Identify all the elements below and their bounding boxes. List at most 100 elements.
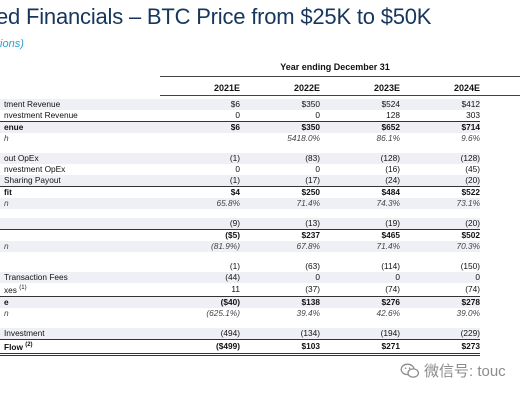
cell-2021e: ($499) (160, 338, 240, 356)
cell-2022e (240, 144, 320, 153)
footnote-marker: (2) (25, 341, 33, 348)
row-label-text: fit (4, 187, 12, 197)
cell-2024e: (74) (465, 283, 480, 294)
wechat-icon (400, 363, 420, 378)
cell-2022e: (83) (240, 153, 320, 164)
cell-2023e: 0 (320, 272, 400, 283)
cell-2024e: 9.6% (461, 133, 480, 143)
row-label: Flow (2) (0, 338, 160, 356)
row-label: nvestment OpEx (0, 164, 160, 175)
cell-2023e: 74.3% (320, 198, 400, 209)
row-label (0, 319, 160, 328)
table-row (0, 319, 480, 328)
row-label (0, 209, 160, 218)
cell-2023e: (128) (320, 153, 400, 164)
cell-2024e (400, 319, 480, 328)
cell-2023e (320, 319, 400, 328)
row-label-text: tment Revenue (4, 99, 61, 109)
cell-2024e: $412 (400, 99, 480, 110)
cell-2024e: $278 (400, 295, 480, 308)
table-row: n (625.1%) 39.4% 42.6% 39.0% (0, 308, 480, 319)
cell-2024e: 73.1% (400, 198, 480, 209)
row-label: Sharing Payout (0, 175, 160, 187)
cell-2022e: 0 (240, 272, 320, 283)
cell-2023e (320, 252, 400, 261)
cell-2022e: $250 (240, 186, 320, 198)
cell-2021e (160, 252, 240, 261)
row-label-text: nvestment Revenue (4, 110, 78, 120)
cell-2023e (320, 209, 400, 218)
cell-2021e (160, 133, 240, 144)
cell-2021e: (81.9%) (160, 241, 240, 252)
cell-2022e: (63) (305, 261, 320, 271)
row-label-text: xes (4, 284, 17, 295)
cell-2022e: $350 (240, 121, 320, 133)
cell-2021e: (44) (160, 272, 240, 283)
cell-2023e: 42.6% (376, 307, 400, 318)
cell-2024e: 303 (466, 110, 480, 120)
table-row: xes (1) 11 (37) (74) (74) (0, 283, 480, 296)
cell-2022e: (13) (240, 218, 320, 230)
cell-2022e: $350 (240, 99, 320, 110)
column-header-2022: 2022E (293, 83, 320, 93)
table-row (0, 252, 480, 261)
cell-2021e: $6 (160, 121, 240, 133)
financials-table: tment Revenue $6 $350 $524 $412 nvestment Rev… (0, 99, 480, 356)
cell-2021e: (1) (229, 261, 240, 271)
row-label: fit (0, 186, 160, 198)
cell-2021e: 0 (235, 110, 240, 120)
cell-2022e: $237 (240, 229, 320, 241)
row-label-text: n (4, 307, 9, 318)
cell-2022e (240, 252, 320, 261)
row-label: n (0, 241, 160, 252)
cell-2024e: 70.3% (400, 241, 480, 252)
table-row: Sharing Payout (1) (17) (24) (20) (0, 175, 480, 187)
cell-2021e: ($40) (160, 295, 240, 308)
cell-2022e: 0 (315, 164, 320, 174)
cell-2024e (400, 252, 480, 261)
row-label-text: Transaction Fees (4, 272, 68, 282)
row-label-text: Investment (4, 327, 45, 338)
row-label (0, 218, 160, 230)
cell-2024e: (150) (460, 261, 480, 271)
row-label (0, 261, 160, 272)
cell-2021e: (494) (160, 327, 240, 340)
cell-2024e: (229) (400, 327, 480, 340)
table-row: tment Revenue $6 $350 $524 $412 (0, 99, 480, 110)
cell-2021e: $4 (160, 186, 240, 198)
row-label (0, 252, 160, 261)
table-row: enue $6 $350 $652 $714 (0, 121, 480, 133)
row-label: e (0, 295, 160, 308)
cell-2024e: (20) (400, 175, 480, 187)
cell-2023e: (114) (381, 261, 400, 271)
cell-2023e: 86.1% (376, 133, 400, 143)
cell-2021e (160, 319, 240, 328)
table-row: out OpEx (1) (83) (128) (128) (0, 153, 480, 164)
period-divider (160, 76, 520, 77)
cell-2023e: (74) (385, 283, 400, 294)
row-label: n (0, 308, 160, 319)
row-label-text: nvestment OpEx (4, 164, 66, 174)
cell-2023e: $465 (320, 229, 400, 241)
column-header-2024: 2024E (453, 83, 480, 93)
row-label (0, 144, 160, 153)
cell-2023e: $276 (320, 295, 400, 308)
table-row (0, 144, 480, 153)
table-row: ($5) $237 $465 $502 (0, 229, 480, 241)
table-row: e ($40) $138 $276 $278 (0, 295, 480, 308)
watermark: 微信号: touc (400, 360, 506, 381)
cell-2023e (320, 144, 400, 153)
cell-2022e: 71.4% (240, 198, 320, 209)
cell-2024e: 0 (400, 272, 480, 283)
header-divider (160, 95, 520, 96)
cell-2024e: $714 (400, 121, 480, 133)
cell-2024e: (45) (465, 164, 480, 174)
cell-2022e: 0 (315, 110, 320, 120)
table-row: h 5418.0% 86.1% 9.6% (0, 133, 480, 144)
cell-2024e: (128) (400, 153, 480, 164)
cell-2021e (160, 209, 240, 218)
cell-2024e (400, 209, 480, 218)
table-row: (9) (13) (19) (20) (0, 218, 480, 230)
row-label: tment Revenue (0, 99, 160, 110)
cell-2022e: 5418.0% (287, 133, 320, 143)
